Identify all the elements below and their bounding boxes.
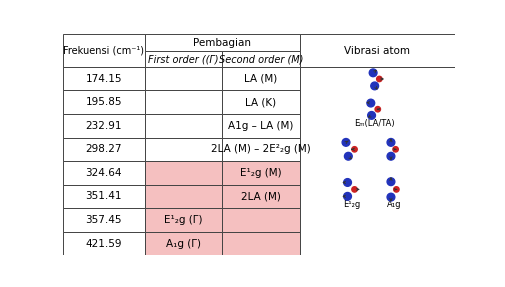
Text: E¹₂g: E¹₂g: [343, 200, 360, 209]
Bar: [63, 34, 144, 67]
Text: LA (K): LA (K): [245, 97, 276, 107]
Text: 232.91: 232.91: [85, 121, 122, 131]
Text: Frekuensi (cm⁻¹): Frekuensi (cm⁻¹): [63, 46, 144, 56]
Circle shape: [342, 139, 350, 146]
Bar: [144, 161, 222, 185]
Bar: [222, 185, 299, 208]
Text: 351.41: 351.41: [85, 191, 122, 201]
Bar: [222, 67, 299, 90]
Circle shape: [394, 187, 399, 192]
Bar: [299, 67, 454, 255]
Text: 2LA (M): 2LA (M): [241, 191, 281, 201]
Bar: [144, 34, 299, 51]
Text: Vibrasi atom: Vibrasi atom: [344, 46, 410, 56]
Text: 421.59: 421.59: [85, 238, 122, 249]
Circle shape: [387, 193, 395, 201]
Text: Pembagian: Pembagian: [193, 38, 251, 48]
Bar: [144, 114, 222, 137]
Text: Eₘ(LA/TA): Eₘ(LA/TA): [355, 119, 395, 128]
Text: 298.27: 298.27: [85, 144, 122, 154]
Bar: [63, 232, 144, 255]
Bar: [144, 137, 222, 161]
Text: 195.85: 195.85: [85, 97, 122, 107]
Circle shape: [344, 179, 351, 186]
Text: E¹₂g (M): E¹₂g (M): [240, 168, 282, 178]
Bar: [63, 161, 144, 185]
Bar: [144, 208, 222, 232]
Circle shape: [371, 82, 379, 90]
Bar: [222, 208, 299, 232]
Text: 324.64: 324.64: [85, 168, 122, 178]
Text: A1g – LA (M): A1g – LA (M): [228, 121, 293, 131]
Bar: [222, 161, 299, 185]
Circle shape: [352, 187, 357, 192]
Circle shape: [387, 152, 395, 160]
Circle shape: [387, 139, 395, 146]
Text: First order ((Γ): First order ((Γ): [148, 54, 219, 64]
Text: 2LA (M) – 2E²₂g (M): 2LA (M) – 2E²₂g (M): [211, 144, 311, 154]
Bar: [63, 90, 144, 114]
Bar: [63, 185, 144, 208]
Bar: [63, 114, 144, 137]
Bar: [144, 185, 222, 208]
Bar: [299, 34, 454, 67]
Bar: [222, 51, 299, 67]
Bar: [63, 208, 144, 232]
Bar: [222, 90, 299, 114]
Circle shape: [368, 112, 375, 119]
Bar: [144, 90, 222, 114]
Circle shape: [344, 152, 352, 160]
Text: A₁g (Γ): A₁g (Γ): [166, 238, 201, 249]
Circle shape: [369, 69, 377, 77]
Text: 174.15: 174.15: [85, 73, 122, 84]
Text: 357.45: 357.45: [85, 215, 122, 225]
Bar: [144, 51, 222, 67]
Circle shape: [375, 106, 380, 112]
Circle shape: [387, 178, 395, 186]
Bar: [302, 163, 453, 230]
Bar: [63, 67, 144, 90]
Circle shape: [344, 193, 351, 200]
Text: LA (M): LA (M): [244, 73, 277, 84]
Circle shape: [393, 147, 398, 152]
Circle shape: [352, 147, 357, 152]
Bar: [222, 232, 299, 255]
Circle shape: [367, 99, 375, 107]
Bar: [63, 137, 144, 161]
Circle shape: [377, 76, 382, 82]
Text: Second order (M): Second order (M): [219, 54, 303, 64]
Bar: [222, 114, 299, 137]
Bar: [222, 137, 299, 161]
Bar: [144, 232, 222, 255]
Bar: [144, 67, 222, 90]
Text: E¹₂g (Γ): E¹₂g (Γ): [164, 215, 203, 225]
Text: A₁g: A₁g: [387, 200, 401, 209]
